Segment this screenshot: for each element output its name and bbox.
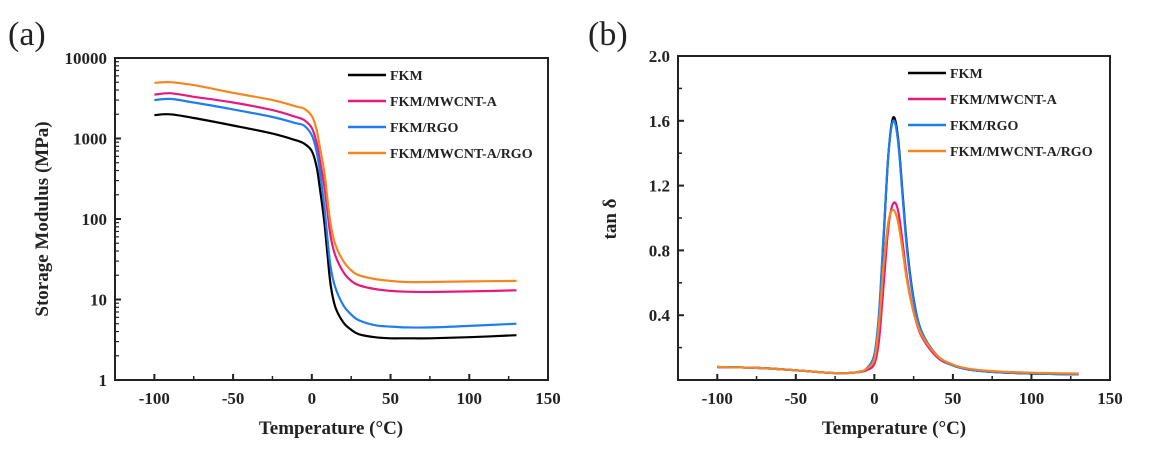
y-tick-label: 1.2 — [649, 177, 670, 196]
legend-label: FKM — [390, 69, 423, 84]
y-tick-label: 1000 — [73, 130, 107, 149]
x-tick-label: -50 — [784, 389, 807, 408]
panel-label-b: (b) — [588, 16, 628, 53]
legend-label: FKM/RGO — [390, 121, 459, 136]
x-tick-label: 150 — [535, 389, 561, 408]
series-group-b — [717, 116, 1079, 376]
x-tick-label: 150 — [1097, 389, 1123, 408]
legend-label: FKM/MWCNT-A — [390, 95, 498, 110]
y-tick-label: 100 — [82, 210, 108, 229]
chart-b: (b) -100 -50 0 50 100 150 0.4 0.8 1.2 1.6 2.0 Temp… — [588, 16, 1123, 439]
x-tick-label: 100 — [1019, 389, 1045, 408]
x-tick-label: -100 — [139, 389, 170, 408]
y-tick-label: 1 — [99, 371, 108, 390]
legend-label: FKM/MWCNT-A/RGO — [950, 145, 1093, 160]
legend-b: FKM FKM/MWCNT-A FKM/RGO FKM/MWCNT-A/RGO — [908, 67, 1093, 160]
legend-a: FKM FKM/MWCNT-A FKM/RGO FKM/MWCNT-A/RGO — [348, 69, 533, 162]
series-line-fkm-mwcnt-a — [154, 92, 517, 294]
x-tick-label: 100 — [457, 389, 483, 408]
series-line-fkm-mwcnt-a-rgo — [717, 208, 1079, 375]
panel-label-a: (a) — [8, 16, 46, 53]
y-tick-label: 10 — [90, 291, 107, 310]
legend-label: FKM/RGO — [950, 119, 1019, 134]
chart-a: (a) -100 -50 0 50 100 150 1 10 100 1000 10000 Temp… — [8, 16, 561, 439]
series-line-fkm-mwcnt-a-rgo — [154, 81, 517, 284]
y-tick-label: 0.4 — [649, 306, 671, 325]
legend-label: FKM — [950, 67, 983, 82]
x-axis-title-a: Temperature (°C) — [259, 418, 403, 439]
y-tick-label: 0.8 — [649, 241, 670, 260]
series-line-fkm-mwcnt-a — [717, 201, 1079, 376]
ticks-b: -100 -50 0 50 100 150 0.4 0.8 1.2 1.6 2.0 — [649, 47, 1123, 408]
series-line-fkm — [154, 113, 517, 340]
y-tick-label: 1.6 — [649, 112, 670, 131]
x-axis-title-b: Temperature (°C) — [822, 418, 966, 439]
y-tick-label: 2.0 — [649, 47, 670, 66]
y-axis-title-b: tan δ — [600, 198, 621, 239]
x-tick-label: -50 — [222, 389, 245, 408]
x-tick-label: 50 — [944, 389, 961, 408]
y-axis-title-a: Storage Modulus (MPa) — [32, 121, 53, 316]
series-group-a — [154, 81, 517, 340]
y-tick-label: 10000 — [65, 49, 108, 68]
ticks-a: -100 -50 0 50 100 150 1 10 100 1000 10000 — [65, 49, 561, 408]
x-tick-label: 50 — [382, 389, 399, 408]
legend-label: FKM/MWCNT-A/RGO — [390, 147, 533, 162]
x-tick-label: -100 — [702, 389, 733, 408]
series-line-fkm-rgo — [154, 97, 517, 329]
legend-label: FKM/MWCNT-A — [950, 93, 1058, 108]
x-tick-label: 0 — [308, 389, 317, 408]
x-tick-label: 0 — [870, 389, 879, 408]
